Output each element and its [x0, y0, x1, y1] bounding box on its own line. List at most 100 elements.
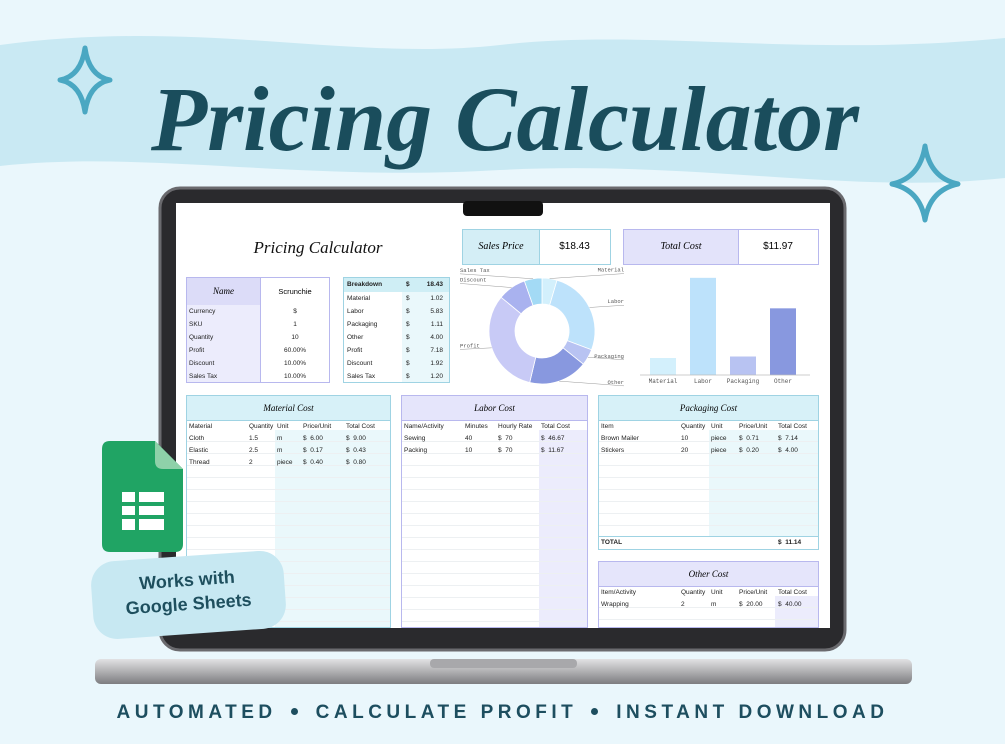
- cost-table-title: Other Cost: [688, 569, 729, 579]
- bar: [650, 358, 676, 375]
- breakdown-value: 7.18: [430, 347, 443, 354]
- cost-cell: Stickers: [601, 447, 625, 454]
- info-value: $: [293, 308, 297, 315]
- cost-cell: m: [277, 447, 283, 454]
- footer: AUTOMATED CALCULATE PROFIT INSTANT DOWNLOA…: [0, 702, 1005, 724]
- donut-slice: [488, 296, 537, 384]
- breakdown-header: Breakdown: [347, 281, 383, 288]
- cost-cell: $ 6.00: [303, 435, 323, 442]
- column-header: Unit: [711, 423, 723, 430]
- breakdown-header: $: [406, 281, 410, 288]
- cost-cell: Cloth: [189, 435, 205, 442]
- cost-cell: m: [711, 601, 717, 608]
- breakdown-label: Other: [347, 334, 364, 341]
- bar-label: Material: [649, 378, 678, 385]
- info-label: Currency: [189, 308, 216, 315]
- name-header: [187, 278, 260, 305]
- breakdown-label: Labor: [347, 308, 364, 315]
- bar: [730, 356, 756, 375]
- info-value: 1: [293, 321, 297, 328]
- cost-table-grid: [402, 430, 587, 627]
- cost-table: Packaging Cost Item Quantity Unit Price/Unit…: [598, 395, 819, 550]
- charts: Material Labor Packaging Other Profit Discoun…: [459, 267, 810, 387]
- column-header: Quantity: [249, 423, 274, 430]
- cost-cell: Brown Mailer: [601, 435, 639, 442]
- breakdown-label: Packaging: [347, 321, 378, 328]
- info-table: Name Scrunchie Currency $ SKU 1 Quantity 10 Prof…: [186, 277, 330, 383]
- column-header: Item: [601, 423, 614, 430]
- cost-table-grid: [599, 430, 818, 549]
- info-label: Sales Tax: [189, 373, 218, 380]
- info-label: Discount: [189, 360, 215, 367]
- breakdown-currency: $: [406, 334, 410, 341]
- breakdown-value: 1.02: [430, 295, 443, 302]
- cost-cell: Sewing: [404, 435, 426, 442]
- column-header: Quantity: [681, 589, 706, 596]
- cost-cell: $ 7.14: [778, 435, 798, 442]
- breakdown-currency: $: [406, 373, 410, 380]
- footer-item: CALCULATE PROFIT: [315, 702, 578, 723]
- camera-notch: [463, 201, 543, 216]
- footer-item: AUTOMATED: [116, 702, 277, 723]
- cost-cell: 2.5: [249, 447, 259, 454]
- cost-table-header: [402, 396, 587, 421]
- cost-cell: $ 0.17: [303, 447, 323, 454]
- bar-label: Other: [774, 378, 792, 385]
- cost-table-header: [599, 562, 818, 587]
- column-header: Hourly Rate: [498, 423, 533, 430]
- column-header: Price/Unit: [303, 423, 332, 430]
- wave-band: [0, 35, 1005, 183]
- cost-cell: $ 0.43: [346, 447, 366, 454]
- cost-cell: piece: [711, 435, 727, 442]
- cost-cell: piece: [277, 459, 293, 466]
- column-header: Name/Activity: [404, 423, 444, 430]
- donut-label: Packaging: [594, 353, 624, 360]
- donut-label: Sales Tax: [460, 267, 490, 274]
- bullet: [290, 707, 298, 715]
- leader-line: [587, 357, 625, 361]
- breakdown-value: 1.20: [430, 373, 443, 380]
- sparkle: [57, 45, 113, 115]
- cost-cell: 20: [681, 447, 689, 454]
- cost-cell: $ 20.00: [739, 601, 763, 608]
- cost-table-title: Labor Cost: [474, 403, 515, 413]
- column-header: Unit: [277, 423, 289, 430]
- breakdown-value-bg: [402, 292, 449, 382]
- bullet: [591, 707, 599, 715]
- summary-label-bg: [624, 230, 739, 264]
- breakdown-label: Material: [347, 295, 371, 302]
- bar: [690, 277, 716, 375]
- donut-slice: [523, 277, 543, 307]
- info-label: SKU: [189, 321, 203, 328]
- column-header: Total Cost: [346, 423, 375, 430]
- cost-cell: $ 70: [498, 447, 513, 454]
- column-header: Total Cost: [778, 589, 807, 596]
- breakdown-table: Breakdown $18.43 Material $1.02 Labor $5.83 Pa…: [343, 277, 450, 383]
- cost-cell: $ 40.00: [778, 601, 802, 608]
- breakdown-header: 18.43: [426, 281, 443, 288]
- breakdown-label: Sales Tax: [347, 373, 376, 380]
- donut-label: Profit: [460, 342, 480, 349]
- summary-box: Sales Price $18.43: [462, 229, 611, 265]
- leader-line: [459, 283, 512, 288]
- sparkle: [889, 143, 961, 223]
- summary-label-bg: [463, 230, 540, 264]
- info-value: 10.00%: [283, 373, 307, 380]
- cost-cell: 10: [681, 435, 689, 442]
- cost-cell: Packing: [404, 447, 428, 454]
- name-label: Name: [213, 286, 234, 296]
- column-header: Price/Unit: [739, 589, 768, 596]
- leader-line: [459, 273, 534, 280]
- column-header: Minutes: [465, 423, 488, 430]
- breakdown-label: Discount: [347, 360, 373, 367]
- bar: [770, 308, 796, 375]
- column-header: Quantity: [681, 423, 706, 430]
- cost-cell: $ 4.00: [778, 447, 798, 454]
- footer-item: INSTANT DOWNLOAD: [616, 702, 889, 723]
- total-label: TOTAL: [601, 539, 623, 546]
- donut-label: Material: [598, 267, 624, 274]
- donut-label: Discount: [460, 276, 486, 283]
- cost-cell: Wrapping: [601, 601, 629, 608]
- column-header: Material: [189, 423, 213, 430]
